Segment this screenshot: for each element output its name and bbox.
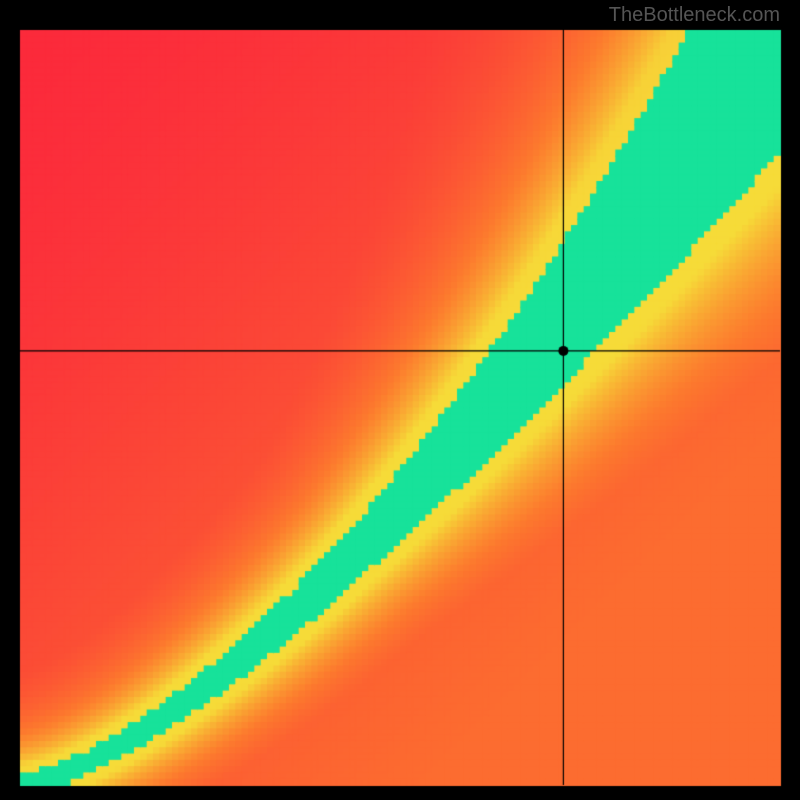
chart-container: TheBottleneck.com [0,0,800,800]
watermark-text: TheBottleneck.com [609,4,780,27]
bottleneck-heatmap [0,0,800,800]
